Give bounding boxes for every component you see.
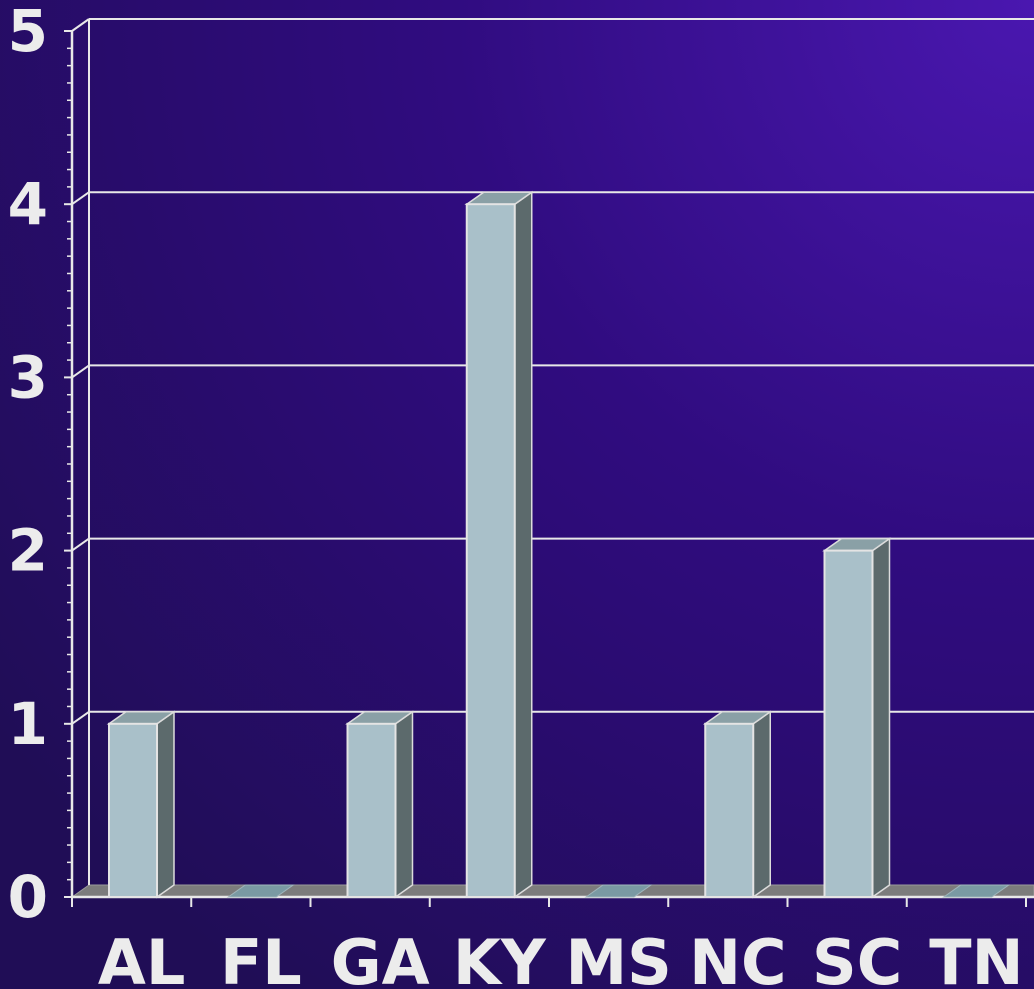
bar-ms bbox=[584, 884, 653, 898]
bar-tn bbox=[942, 884, 1011, 898]
x-tick-label: FL bbox=[220, 926, 302, 989]
y-tick-label: 0 bbox=[8, 863, 48, 931]
bar-side bbox=[514, 190, 533, 899]
y-tick-label: 4 bbox=[8, 170, 48, 238]
y-tick-label: 1 bbox=[8, 690, 48, 758]
gridline-connector bbox=[71, 364, 90, 379]
x-tick-label: KY bbox=[453, 926, 547, 989]
bar-nc bbox=[702, 710, 773, 899]
bar-front bbox=[704, 722, 755, 898]
axes bbox=[64, 19, 1034, 907]
y-tick-label: 3 bbox=[8, 343, 48, 411]
x-tick-label: TN bbox=[929, 926, 1023, 989]
bar-side bbox=[871, 537, 891, 899]
bars bbox=[106, 190, 1011, 899]
x-tick-label: MS bbox=[565, 926, 671, 989]
bar-ky bbox=[464, 190, 535, 899]
bar-sc bbox=[822, 537, 892, 899]
bar-front bbox=[346, 722, 397, 898]
x-tick-labels: AL FL GA KY MS NC SC TN bbox=[98, 926, 1024, 989]
bar-zero-marker bbox=[942, 884, 1011, 898]
bar-zero-marker bbox=[226, 884, 295, 898]
chart-floor bbox=[70, 884, 1034, 898]
gridline-connector bbox=[71, 537, 90, 552]
bar-side bbox=[752, 710, 771, 899]
bar-zero-marker bbox=[584, 884, 653, 898]
bar-front bbox=[465, 203, 516, 898]
gridline-connector bbox=[71, 18, 90, 32]
gridline-connector bbox=[71, 191, 90, 206]
y-tick-label: 5 bbox=[8, 0, 48, 65]
bar-ga bbox=[345, 710, 415, 899]
bar-front bbox=[823, 549, 874, 898]
y-tick-label: 2 bbox=[8, 517, 48, 585]
x-tick-label: AL bbox=[98, 926, 186, 989]
x-tick-label: NC bbox=[689, 926, 786, 989]
bar-front bbox=[108, 722, 158, 898]
bar-side bbox=[156, 710, 175, 899]
bar-side bbox=[394, 710, 414, 899]
bar-al bbox=[106, 710, 177, 899]
y-tick-labels: 0 1 2 3 4 5 bbox=[8, 0, 48, 931]
bar-fl bbox=[226, 884, 295, 898]
gridline-connector bbox=[71, 710, 90, 725]
x-tick-label: SC bbox=[812, 926, 902, 989]
x-tick-label: GA bbox=[331, 926, 430, 989]
